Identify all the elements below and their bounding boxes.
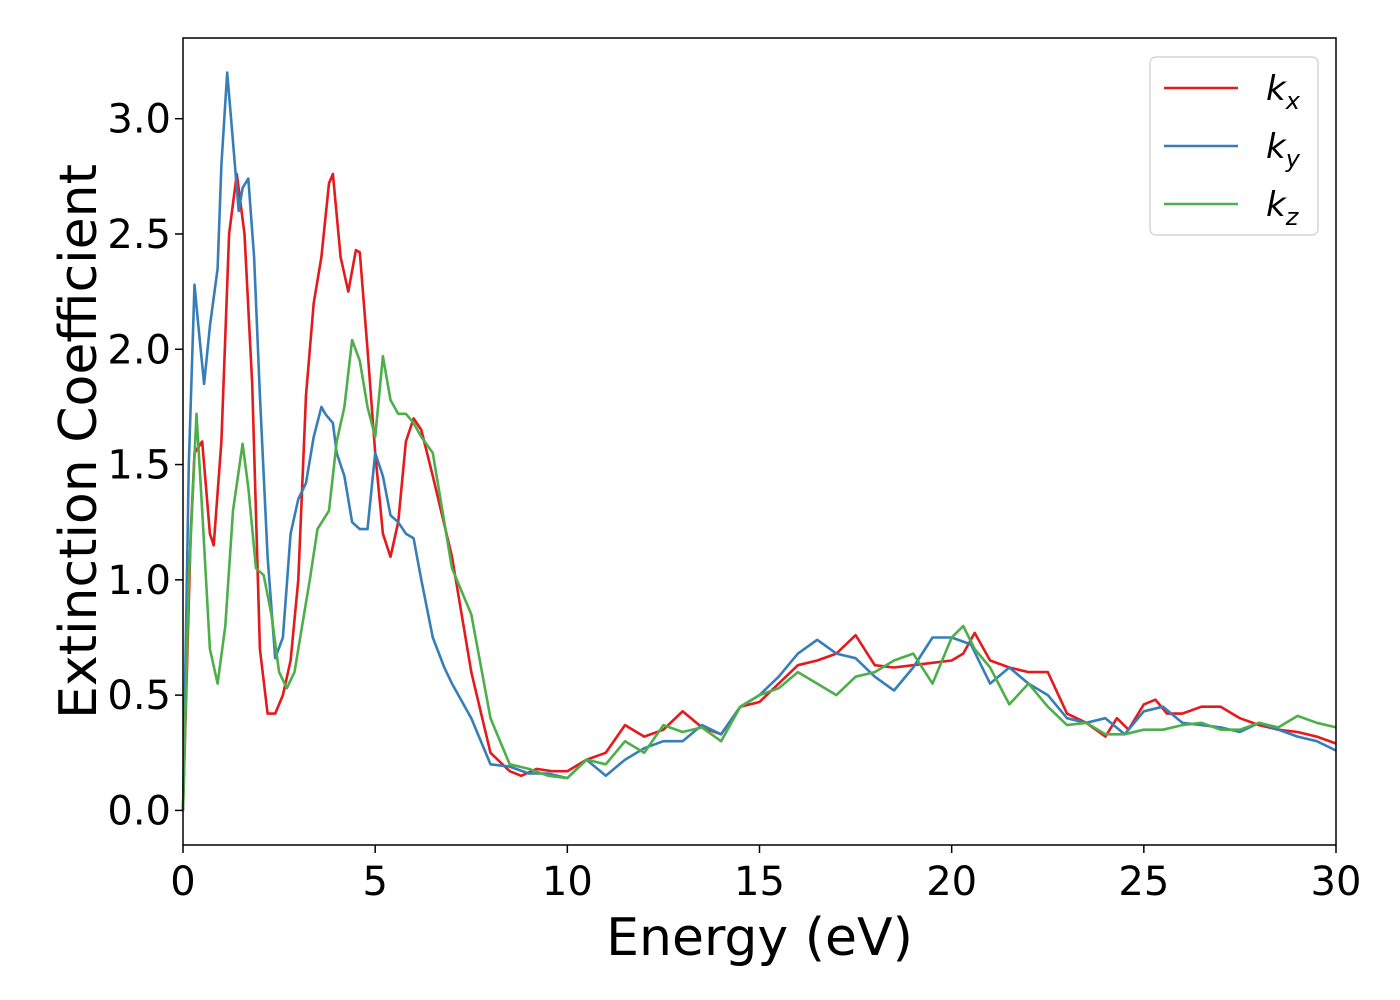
series-line-x	[181, 172, 1337, 811]
x-tick-label: 5	[362, 859, 387, 905]
y-tick-label: 1.5	[107, 443, 171, 489]
y-tick-label: 2.5	[107, 212, 171, 258]
x-tick-label: 15	[734, 859, 785, 905]
x-tick-label: 10	[542, 859, 593, 905]
x-tick-label: 30	[1311, 859, 1362, 905]
y-axis-title: Extinction Coefficient	[49, 164, 109, 719]
legend-label-x: kx	[1266, 69, 1301, 115]
legend-label-main: k	[1266, 185, 1287, 225]
legend-label-z: kz	[1266, 185, 1300, 231]
legend-label-main: k	[1266, 127, 1287, 167]
y-tick-label: 0.5	[107, 673, 171, 719]
y-tick-label: 2.0	[107, 327, 171, 373]
legend-label-subscript: z	[1285, 203, 1300, 231]
legend-label-subscript: y	[1285, 145, 1301, 173]
x-tick-label: 20	[926, 859, 977, 905]
legend-label-main: k	[1266, 69, 1287, 109]
x-tick-label: 25	[1118, 859, 1169, 905]
series-line-y	[181, 71, 1337, 811]
y-tick-label: 3.0	[107, 97, 171, 143]
y-axis: 0.0 0.5 1.0 1.5 2.0 2.5 3.0	[107, 97, 183, 834]
series-line-z	[181, 338, 1337, 811]
x-axis: 0 5 10 15 20 25 30	[170, 845, 1361, 905]
legend-label-y: ky	[1266, 127, 1301, 173]
y-tick-label: 0.0	[107, 788, 171, 834]
x-axis-title: Energy (eV)	[606, 908, 913, 968]
plot-lines	[181, 71, 1337, 811]
y-tick-label: 1.0	[107, 558, 171, 604]
legend-label-subscript: x	[1285, 87, 1301, 115]
x-tick-label: 0	[170, 859, 195, 905]
